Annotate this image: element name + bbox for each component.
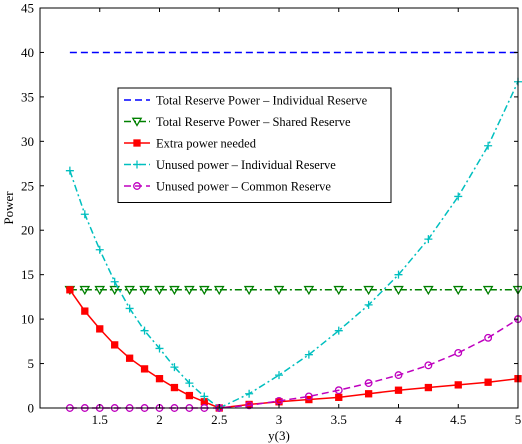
data-point [424,383,433,392]
data-point [125,354,134,362]
y-tick-label: 40 [21,45,34,60]
data-point [334,326,343,335]
data-point [304,392,313,401]
legend-box [117,87,392,203]
legend-label: Unused power – Individual Reserve [156,158,336,172]
data-point [273,285,285,296]
data-point [245,401,254,410]
data-point [79,285,91,296]
data-point [484,141,493,150]
data-point [139,285,150,296]
x-tick-label: 4 [395,412,402,427]
data-point [394,270,403,279]
data-point [303,285,315,296]
y-tick-label: 15 [21,267,34,282]
x-axis-label: y(3) [268,428,290,443]
data-point [334,386,343,395]
x-tick-label: 3 [276,412,283,427]
data-point [170,383,179,392]
data-point [335,393,343,401]
data-point [424,235,433,244]
data-point [140,365,149,373]
y-tick-label: 10 [21,312,34,327]
data-point [170,363,179,372]
legend-swatch-marker [133,139,141,147]
series-1 [64,285,522,296]
data-point [125,304,134,313]
legend-label: Extra power needed [156,137,257,151]
y-axis-label: Power [1,191,16,225]
x-tick-label: 3.5 [331,412,347,427]
data-point [155,375,164,383]
data-point [109,285,121,296]
data-point [484,333,493,342]
data-point [424,361,433,370]
x-tick-label: 4.5 [450,412,466,427]
x-tick-label: 5 [515,412,522,427]
y-tick-label: 0 [28,401,35,416]
y-tick-label: 5 [28,356,35,371]
data-point [454,381,462,389]
data-point [394,371,403,380]
data-point [484,378,492,386]
y-tick-label: 30 [21,134,34,149]
y-tick-label: 25 [21,178,34,193]
x-tick-label: 2.5 [211,412,227,427]
y-tick-label: 35 [21,89,34,104]
data-point [184,285,195,296]
data-point [200,392,209,401]
data-point [213,285,225,296]
data-point [96,325,104,333]
legend-swatch-marker [133,160,141,169]
data-point [110,277,119,286]
data-point [185,391,194,400]
data-point [155,344,164,353]
y-tick-label: 20 [21,223,34,238]
data-point [81,307,89,315]
data-point [66,286,74,294]
data-point [393,285,404,296]
data-point [482,285,494,296]
legend: Total Reserve Power – Individual Reserve… [117,87,392,203]
data-point [95,245,104,254]
data-point [364,300,373,309]
data-point [423,285,434,296]
x-tick-label: 1.5 [92,412,108,427]
data-point [198,285,210,296]
data-point [394,386,403,394]
data-point [94,285,106,296]
data-point [364,379,373,388]
data-point [275,371,283,380]
data-point [80,210,89,219]
data-point [185,379,194,388]
data-point [364,390,373,398]
data-point [333,285,345,296]
legend-label: Total Reserve Power – Shared Reserve [156,115,351,129]
legend-label: Total Reserve Power – Individual Reserve [156,94,368,108]
data-point [243,285,255,296]
data-point [452,285,464,296]
data-point [154,285,165,296]
data-point [454,192,463,201]
x-tick-label: 2 [156,412,163,427]
data-point [65,166,74,175]
data-point [169,285,180,296]
data-point [111,341,119,349]
data-point [454,348,463,357]
legend-label: Unused power – Common Reserve [156,180,331,194]
data-point [140,326,149,335]
data-point [304,350,313,359]
plot-area [40,8,518,408]
legend-swatch-marker [133,182,141,190]
data-point [363,285,374,296]
y-tick-label: 45 [21,1,34,16]
legend-swatch-marker [131,117,143,127]
data-point [124,285,135,296]
data-point [245,389,254,398]
ticks-layer: 1.5 2 2.5 3 3.5 4 4.5 5 0 5 10 15 20 25 30 35 40 45 [21,1,521,428]
